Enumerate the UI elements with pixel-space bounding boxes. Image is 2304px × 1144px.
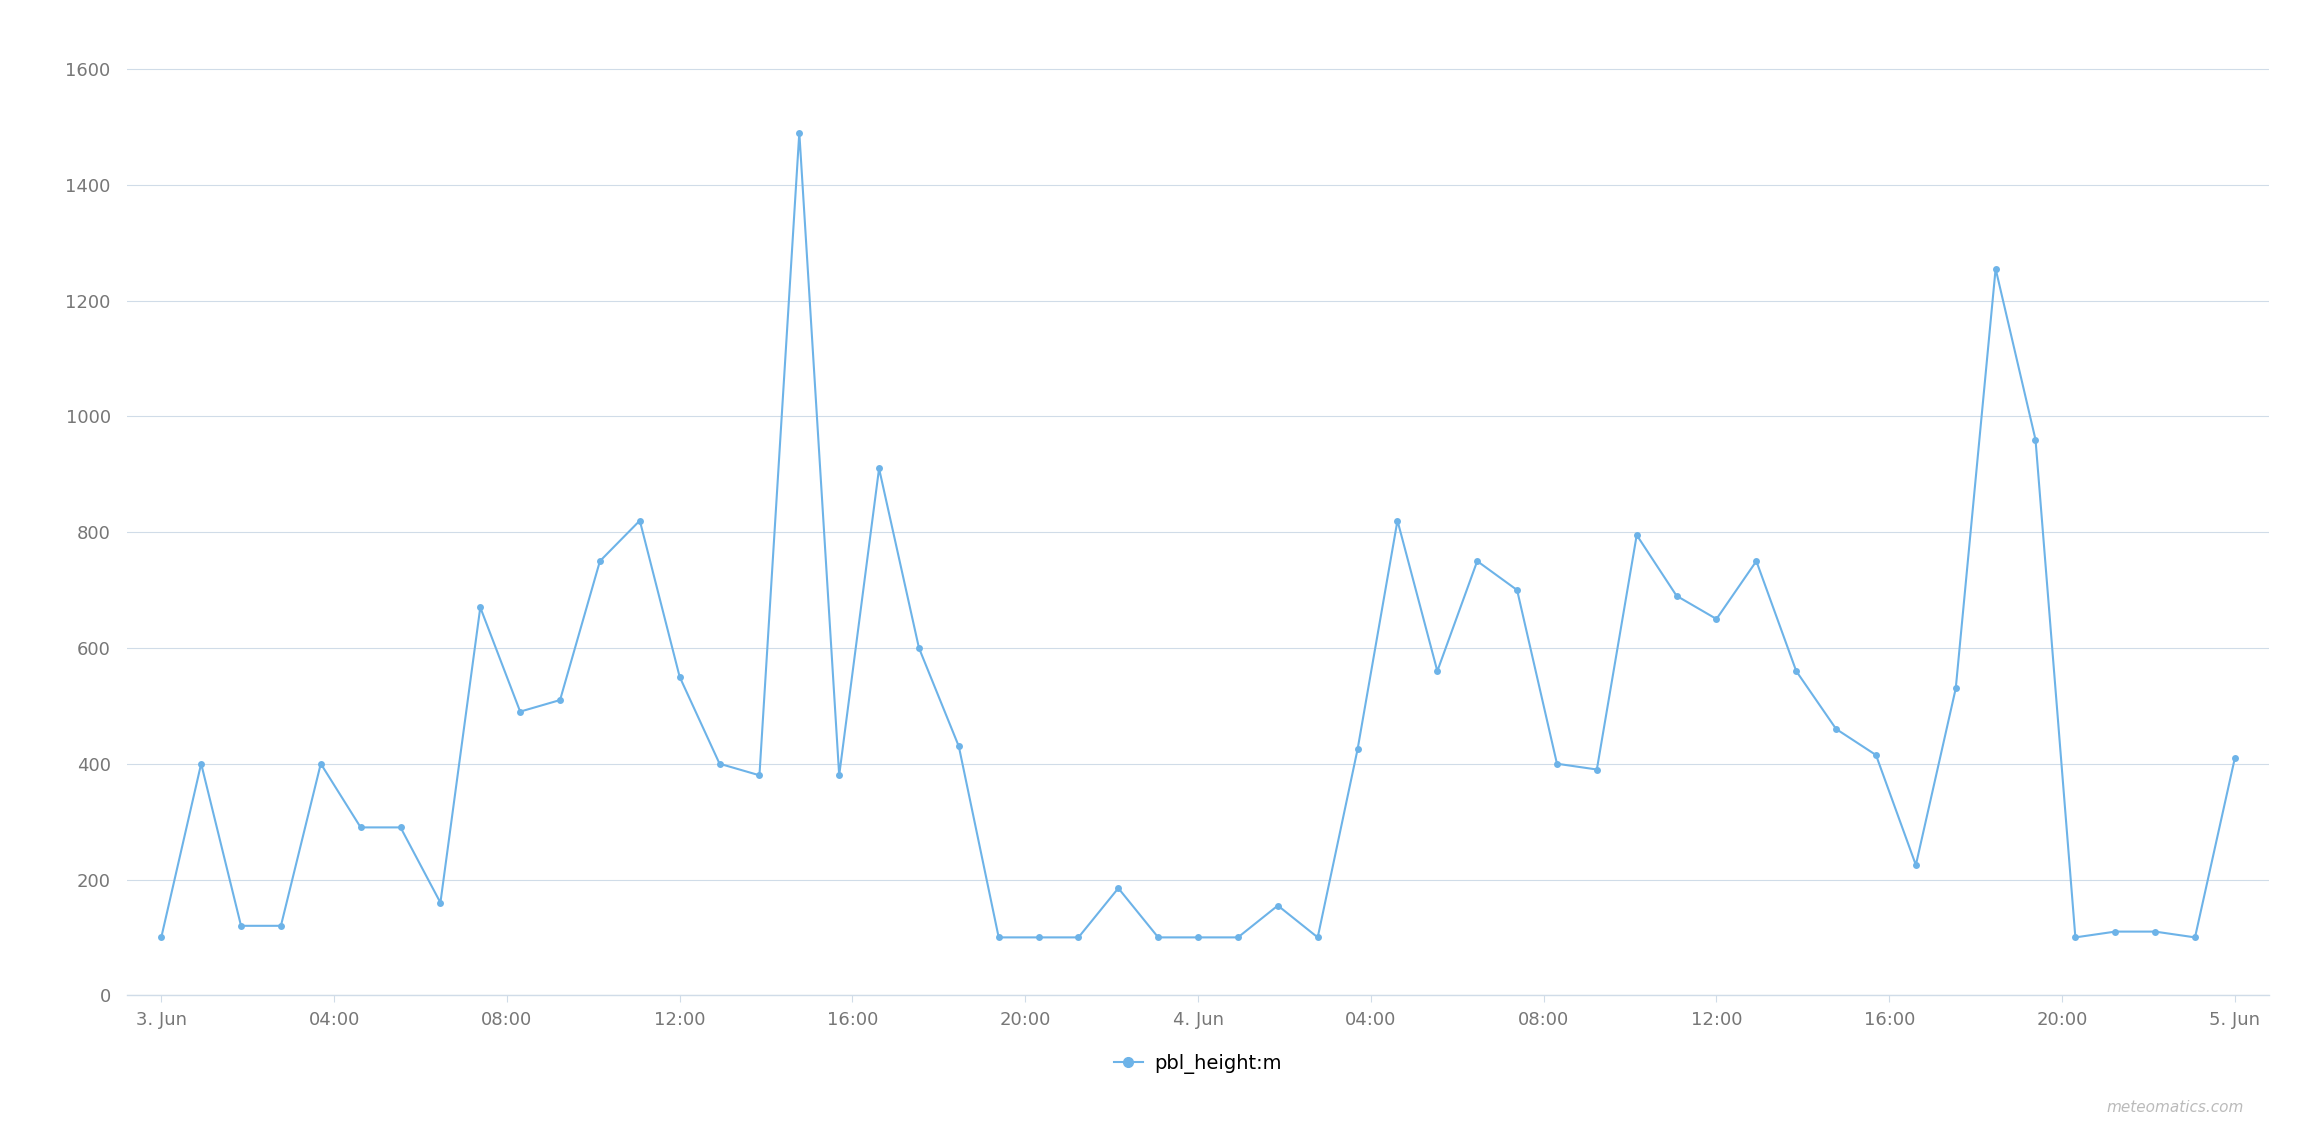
Legend: pbl_height:m: pbl_height:m xyxy=(1106,1046,1290,1082)
Text: meteomatics.com: meteomatics.com xyxy=(2106,1101,2244,1115)
